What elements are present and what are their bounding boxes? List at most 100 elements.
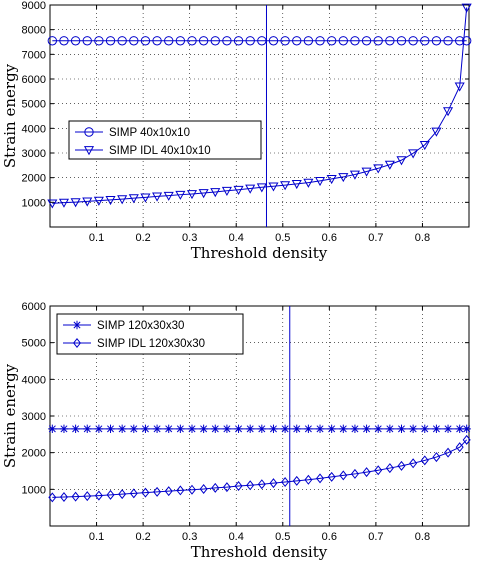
data-point [408, 36, 418, 46]
data-point [128, 194, 139, 204]
data-point [129, 36, 139, 46]
data-point [327, 424, 336, 434]
y-tick-label: 9000 [22, 0, 46, 12]
y-tick-label: 6000 [22, 74, 46, 86]
x-tick-label: 0.3 [182, 232, 197, 244]
data-point [268, 182, 279, 192]
data-point [461, 36, 472, 46]
legend-marker [72, 337, 82, 349]
x-tick-label: 0.2 [135, 531, 150, 543]
x-tick-label: 0.4 [229, 531, 244, 543]
y-tick-label: 3000 [22, 411, 46, 423]
data-point [257, 424, 267, 434]
data-point [444, 447, 453, 458]
x-tick-label: 0.1 [89, 531, 104, 543]
data-point [140, 36, 151, 46]
legend-label: SIMP 40x10x10 [109, 127, 190, 139]
x-tick-label: 0.7 [368, 531, 383, 543]
data-point [455, 424, 464, 434]
data-point [245, 184, 256, 194]
y-tick-label: 4000 [22, 123, 46, 135]
data-point [462, 424, 471, 434]
data-point [199, 483, 208, 494]
data-point [397, 460, 406, 471]
data-point [83, 491, 92, 502]
panel-2: 0.1 0.2 0.3 0.4 0.5 0.6 0.7 0.8 1000 2000 3000 4000… [1, 301, 471, 561]
data-point [198, 189, 209, 199]
axis-ticks: 0.1 0.2 0.3 0.4 0.5 0.6 0.7 0.8 1000 2000 3000 4000… [22, 301, 469, 543]
data-point [117, 424, 127, 434]
data-point [152, 192, 163, 202]
data-point [432, 452, 441, 463]
data-point [70, 36, 81, 46]
data-point [385, 463, 394, 474]
data-point [408, 149, 419, 159]
data-point [210, 36, 220, 46]
data-point [118, 489, 127, 500]
data-point [280, 424, 290, 434]
y-tick-label: 5000 [22, 99, 46, 111]
data-point [461, 3, 472, 13]
data-point [339, 424, 348, 434]
data-point [374, 424, 383, 434]
y-axis-label: Strain energy [1, 363, 19, 468]
data-point [117, 36, 127, 46]
data-point [280, 36, 290, 46]
x-tick-label: 0.1 [89, 232, 104, 244]
data-point [129, 488, 138, 499]
legend-label: SIMP IDL 120x30x30 [97, 338, 205, 350]
data-point [234, 424, 243, 434]
data-point [94, 490, 103, 501]
legend-marker [84, 127, 94, 137]
data-point [257, 36, 267, 46]
data-point [361, 167, 372, 177]
data-point [373, 36, 383, 46]
data-point [83, 424, 92, 434]
x-tick-label: 0.5 [275, 531, 290, 543]
data-point [303, 36, 314, 46]
x-tick-label: 0.8 [415, 531, 430, 543]
data-point [221, 186, 232, 196]
data-point [303, 178, 314, 188]
data-point [245, 424, 255, 434]
data-point [326, 36, 337, 46]
data-point [362, 467, 371, 478]
x-tick-label: 0.2 [135, 232, 150, 244]
y-tick-label: 7000 [22, 49, 46, 61]
data-point [141, 424, 150, 434]
data-point [268, 36, 279, 46]
y-tick-label: 5000 [22, 338, 46, 350]
data-point [374, 465, 383, 476]
data-point [94, 424, 104, 434]
data-point [420, 424, 429, 434]
data-point [327, 471, 336, 482]
y-tick-label: 1000 [22, 484, 46, 496]
data-series [48, 306, 471, 526]
data-point [153, 486, 162, 497]
data-point [443, 36, 453, 46]
data-point [373, 164, 384, 174]
data-point [350, 468, 359, 479]
grid-lines [50, 5, 469, 227]
data-point [93, 196, 104, 206]
data-point [59, 424, 69, 434]
data-point [140, 193, 151, 203]
data-point [141, 487, 150, 498]
y-tick-label: 8000 [22, 25, 46, 37]
data-point [59, 492, 68, 503]
data-point [164, 486, 173, 497]
data-point [58, 198, 70, 208]
data-point [175, 190, 186, 200]
data-point [48, 492, 57, 503]
data-point [71, 424, 80, 434]
data-point [175, 36, 186, 46]
data-point [443, 107, 454, 117]
data-point [396, 156, 407, 166]
data-point [82, 197, 93, 207]
data-point [187, 36, 197, 46]
data-point [420, 36, 430, 46]
x-tick-label: 0.3 [182, 531, 197, 543]
legend-box [68, 120, 262, 160]
y-tick-label: 6000 [22, 301, 46, 313]
